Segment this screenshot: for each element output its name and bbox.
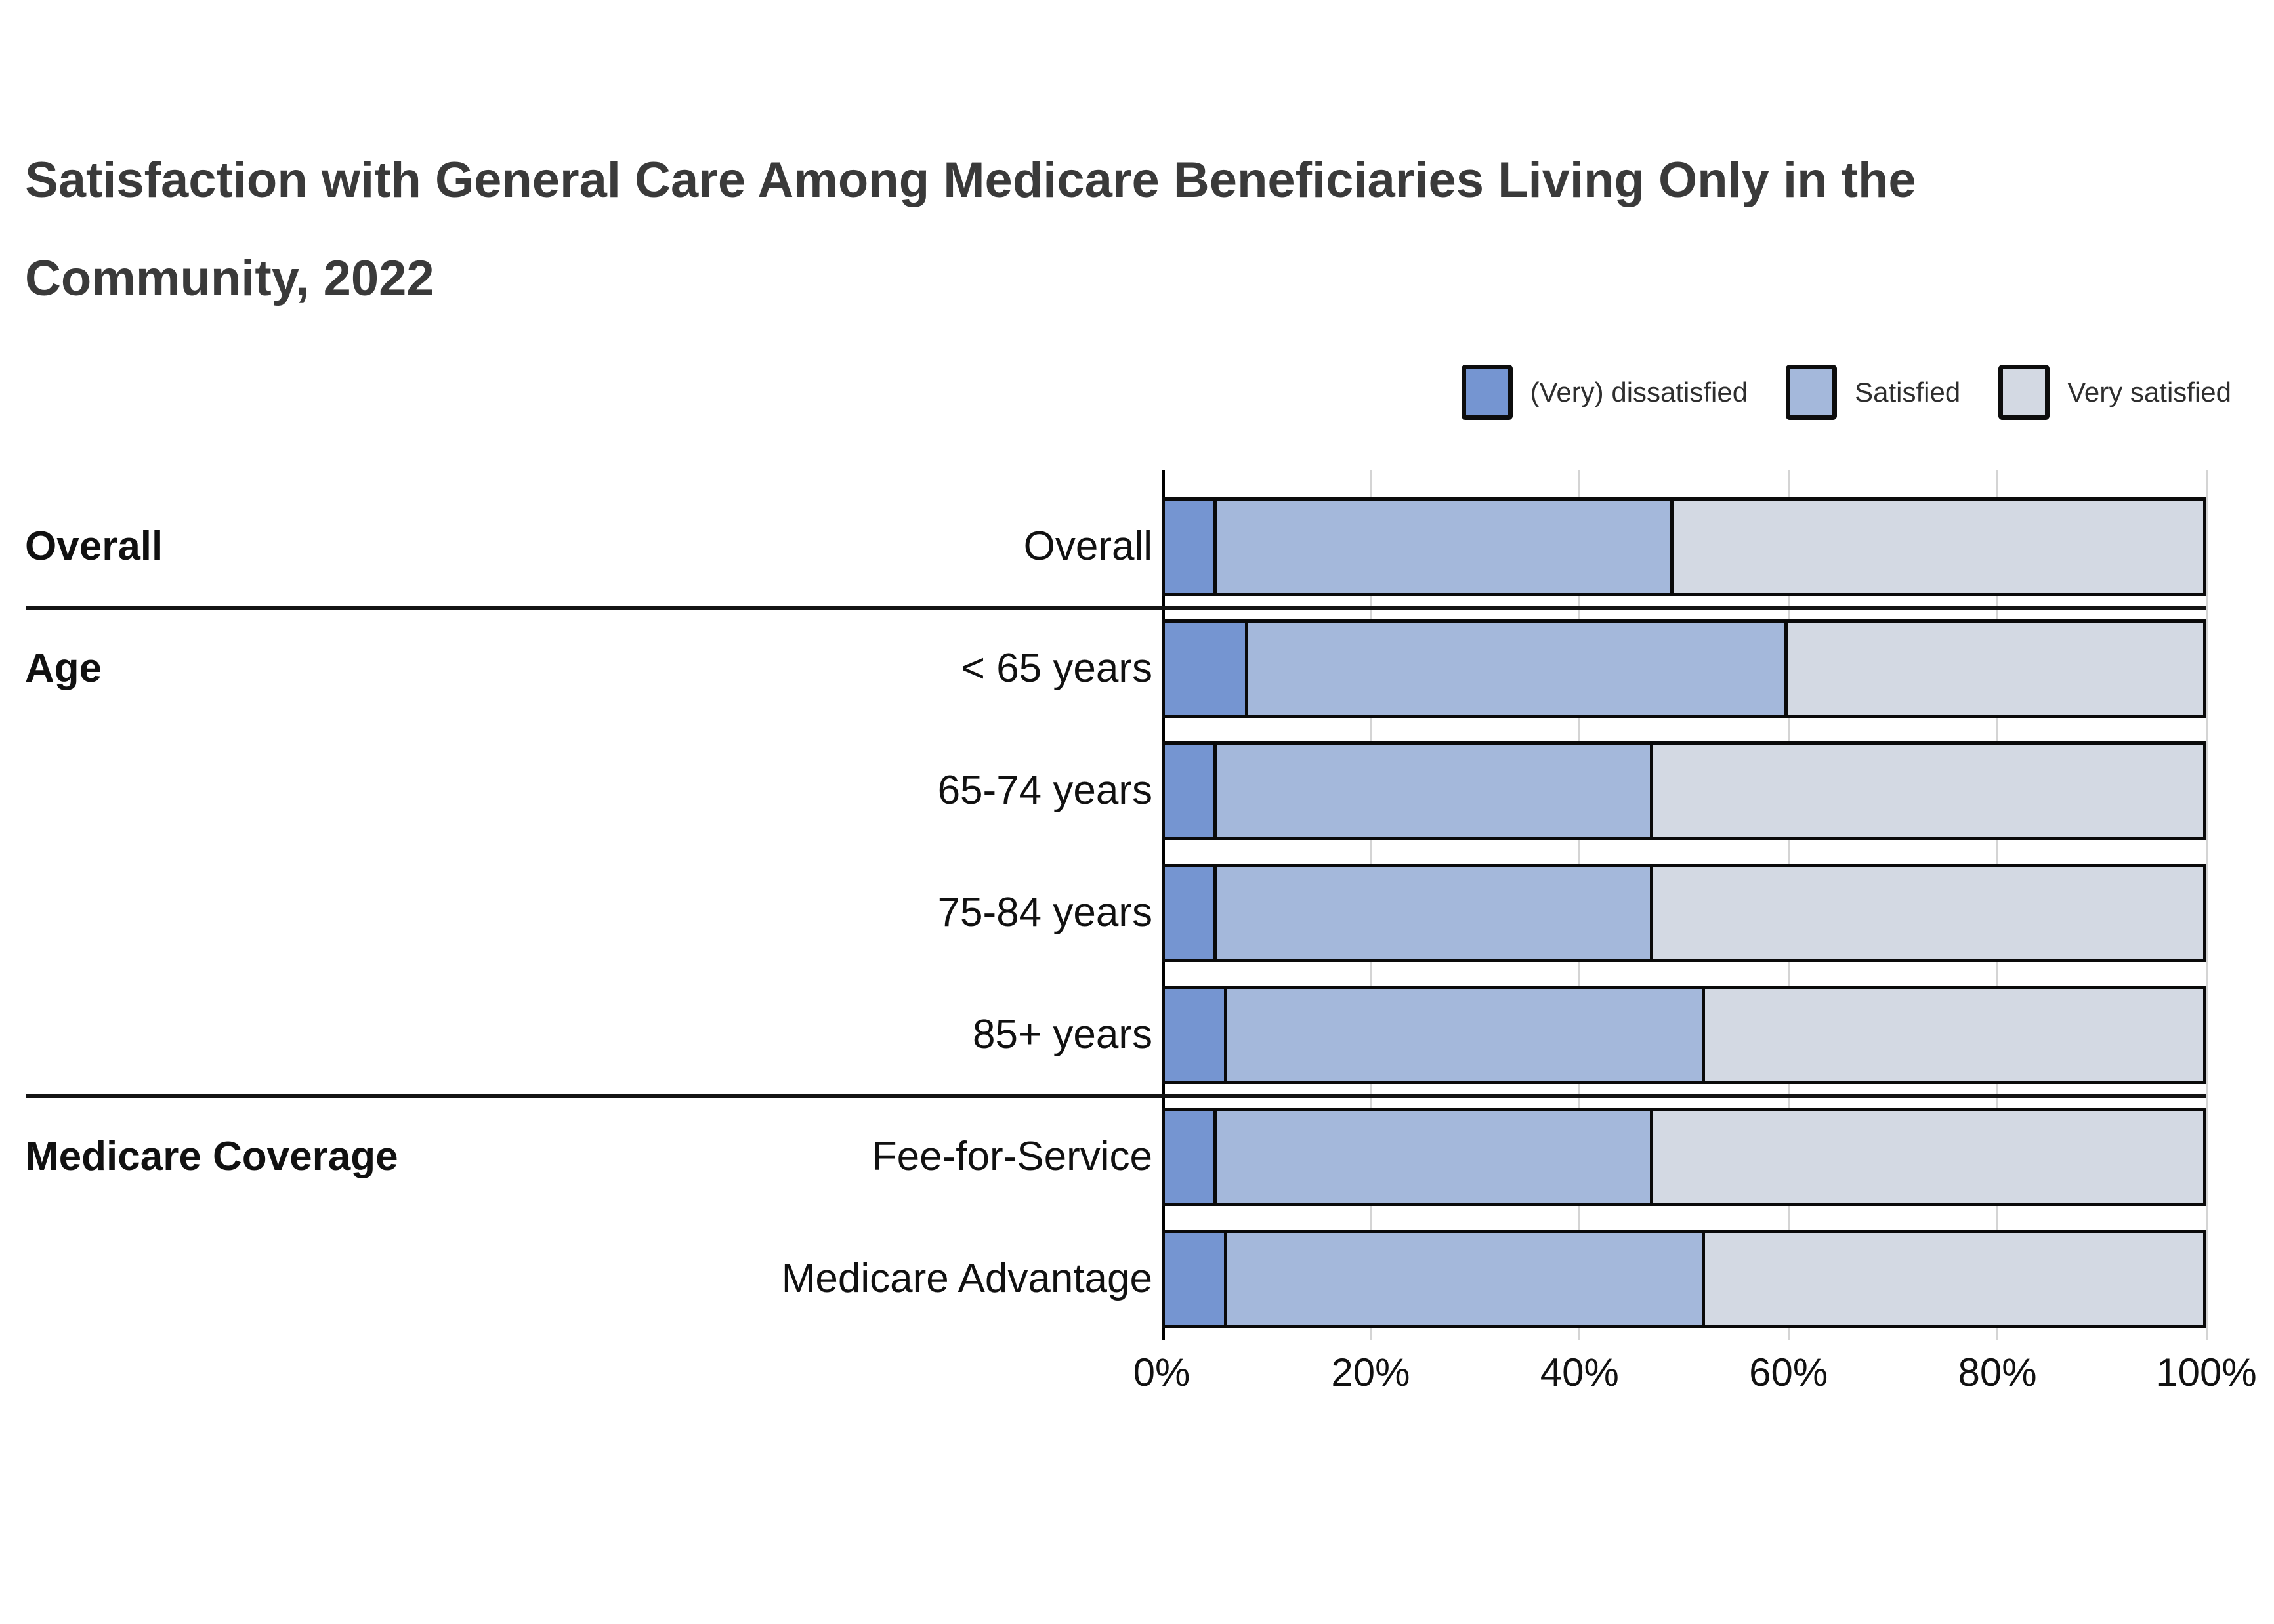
bar-segment xyxy=(1227,1233,1705,1325)
group-label: Overall xyxy=(25,524,163,569)
group-label: Age xyxy=(25,646,102,691)
legend-label: (Very) dissatisfied xyxy=(1530,377,1748,407)
bar-segment xyxy=(1165,1233,1227,1325)
x-axis-tick-label: 80% xyxy=(1958,1350,2037,1394)
group-label: Medicare Coverage xyxy=(25,1134,398,1179)
bar-segment xyxy=(1165,867,1217,959)
x-axis-tick-label: 40% xyxy=(1540,1350,1619,1394)
legend-swatch-icon xyxy=(1786,365,1838,420)
chart-title-line2: Community, 2022 xyxy=(25,251,434,306)
bar-segment xyxy=(1217,1111,1653,1203)
legend-swatch-icon xyxy=(1998,365,2050,420)
bar-row xyxy=(1162,1108,2206,1206)
bar-segment xyxy=(1653,745,2203,837)
chart-title: Satisfaction with General Care Among Med… xyxy=(25,131,2256,328)
row-label: 65-74 years xyxy=(937,768,1152,813)
x-axis-tick-label: 100% xyxy=(2156,1350,2257,1394)
group-separator-line xyxy=(26,1094,2206,1098)
row-label: < 65 years xyxy=(961,646,1152,691)
bar-segment xyxy=(1227,989,1705,1081)
legend-item: Very satisfied xyxy=(1998,365,2231,420)
bar-row xyxy=(1162,1230,2206,1328)
bar-segment xyxy=(1674,501,2203,593)
bar-segment xyxy=(1165,501,1217,593)
bar-segment xyxy=(1165,989,1227,1081)
bar-segment xyxy=(1165,623,1248,715)
bar-row xyxy=(1162,741,2206,840)
bar-segment xyxy=(1653,867,2203,959)
bar-segment xyxy=(1704,989,2203,1081)
gridline xyxy=(2205,470,2208,1340)
x-axis-tick-label: 20% xyxy=(1331,1350,1410,1394)
row-labels: Overall < 65 years 65-74 years 75-84 years 8… xyxy=(0,470,1152,1340)
bar-segment xyxy=(1788,623,2203,715)
bar-row xyxy=(1162,497,2206,596)
bar-segment xyxy=(1704,1233,2203,1325)
bar-row xyxy=(1162,864,2206,962)
chart-title-line1: Satisfaction with General Care Among Med… xyxy=(25,152,1916,208)
bar-segment xyxy=(1248,623,1788,715)
row-label: 85+ years xyxy=(972,1012,1152,1057)
legend-label: Very satisfied xyxy=(2067,377,2231,407)
row-label: Overall xyxy=(1023,524,1152,569)
x-axis-tick-label: 0% xyxy=(1133,1350,1190,1394)
bar-segment xyxy=(1217,501,1674,593)
bar-row xyxy=(1162,986,2206,1084)
row-label: Medicare Advantage xyxy=(781,1256,1152,1301)
group-separator-line xyxy=(26,606,2206,610)
bar-segment xyxy=(1165,745,1217,837)
legend-label: Satisfied xyxy=(1855,377,1961,407)
row-label: 75-84 years xyxy=(937,890,1152,935)
legend: (Very) dissatisfied Satisfied Very satisfi… xyxy=(1461,365,2231,420)
legend-swatch-icon xyxy=(1461,365,1513,420)
bar-segment xyxy=(1217,745,1653,837)
bar-segment xyxy=(1217,867,1653,959)
legend-item: Satisfied xyxy=(1786,365,1960,420)
bar-segment xyxy=(1165,1111,1217,1203)
bar-row xyxy=(1162,619,2206,718)
bar-segment xyxy=(1653,1111,2203,1203)
row-label: Fee-for-Service xyxy=(872,1134,1152,1179)
legend-item: (Very) dissatisfied xyxy=(1461,365,1748,420)
x-axis-tick-label: 60% xyxy=(1749,1350,1828,1394)
x-axis: 0% 20% 40% 60% 80% 100% xyxy=(1133,1346,2257,1399)
plot-area xyxy=(1162,470,2208,1340)
